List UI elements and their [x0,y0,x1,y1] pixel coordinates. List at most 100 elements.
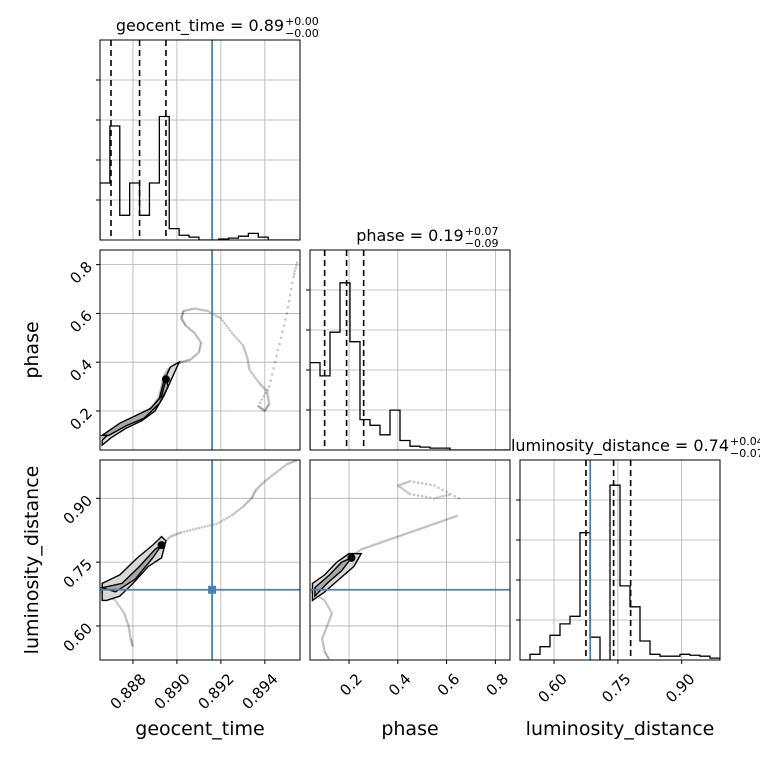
sample-point [260,407,263,410]
sample-point [382,540,385,543]
sample-point [396,484,400,487]
sample-point [327,620,330,624]
sample-point [187,308,191,312]
sample-point [265,478,268,482]
panel-title: phase = 0.19 [356,226,463,245]
hist-panel-luminosity_distance: luminosity_distance = 0.74+0.04−0.07 [511,435,760,661]
sample-point [420,482,424,485]
xtick-label: 0.888 [107,670,150,713]
sample-point [400,482,404,486]
sample-point [292,460,296,463]
sample-point [293,269,297,273]
sample-point [197,349,201,353]
sample-point [206,524,209,528]
sample-point [182,530,186,533]
sample-point [217,315,220,319]
sample-point [230,331,234,335]
sample-point [266,394,270,397]
hist-bin [560,624,570,660]
hist-bin [400,441,410,451]
sample-point [324,653,328,656]
density-peak [347,553,356,562]
sample-point [201,308,205,312]
sample-point [447,517,450,521]
xtick-label: 0.75 [598,670,634,706]
sample-point [252,492,256,496]
density-peak [161,375,170,384]
sample-point [429,496,432,499]
sample-point [234,335,237,339]
sample-point [261,408,264,411]
sample-point [325,603,329,606]
sample-point [260,398,264,401]
sample-point [184,324,188,327]
sample-point [282,324,286,327]
sample-point [200,526,204,529]
sample-point [435,496,439,499]
sample-point [225,324,228,327]
sample-point [254,376,257,379]
sample-point [390,537,394,541]
title-minus: −0.07 [730,447,760,460]
sample-point [322,633,326,636]
sample-point [281,465,285,469]
sample-point [219,316,223,320]
sample-point [185,359,189,362]
sample-point [220,519,223,523]
sample-point [245,356,249,359]
sample-point [410,530,414,533]
sample-point [438,495,442,499]
sample-point [404,481,408,484]
sample-point [406,531,410,535]
sample-point [420,526,424,530]
sample-point [237,339,241,343]
sample-point [265,406,269,409]
sample-point [121,609,125,613]
sample-point [453,494,457,498]
sample-point [225,516,229,520]
sample-point [433,496,436,500]
sample-point [324,626,328,630]
sample-point [193,307,196,310]
hist-panel-geocent_time: geocent_time = 0.89 +0.00−0.00 [96,15,319,241]
sample-point [266,404,270,408]
sample-point [190,329,193,332]
sample-point [289,461,292,465]
sample-point [328,607,331,611]
sample-point [404,489,408,493]
sample-point [267,398,270,401]
sample-point [264,391,267,395]
sample-point [444,494,448,497]
density-contour [100,376,169,437]
sample-point [249,370,253,373]
sample-point [431,523,434,526]
sample-point [266,392,269,395]
sample-point [443,518,446,522]
hist-bin [650,654,660,660]
hist-bin [340,283,350,450]
sample-point [439,520,442,524]
sample-point [357,549,361,553]
sample-point [237,508,241,511]
sample-point [280,467,283,470]
sample-point [256,487,259,490]
sample-point [251,495,254,499]
sample-point [398,483,402,487]
sample-point [418,527,422,531]
sample-point [181,310,185,314]
hist-bin [330,332,340,450]
sample-point [392,536,396,540]
sample-point [199,308,203,312]
sample-point [114,599,117,602]
sample-point [255,378,259,381]
sample-point [291,281,294,285]
hist-bin [179,235,189,240]
xtick-label: 0.8 [483,670,513,700]
sample-point [322,643,325,647]
hist-panel-phase: phase = 0.19 +0.07−0.09 [306,225,511,451]
sample-point [196,352,199,355]
sample-point [188,358,192,362]
sample-point [180,314,184,318]
sample-point [129,637,133,641]
sample-point [398,534,402,538]
